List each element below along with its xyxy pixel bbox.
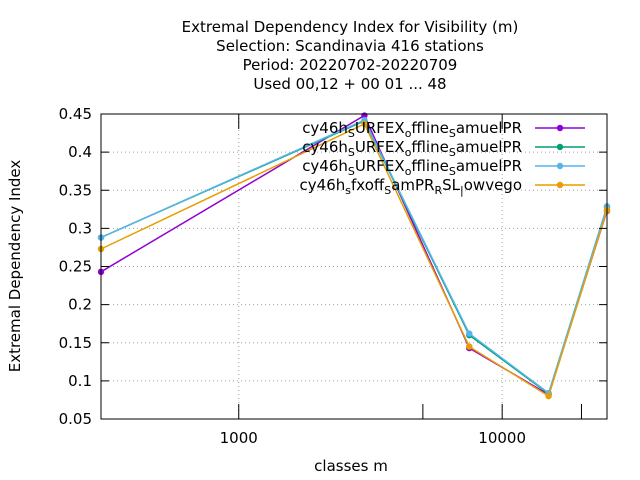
legend-label-part: S <box>449 146 456 159</box>
y-tick-label: 0.05 <box>59 410 92 428</box>
legend-label-part: o <box>405 146 412 159</box>
legend-label-part: S <box>384 184 391 197</box>
y-tick-labels: 0.05 0.1 0.15 0.2 0.25 0.3 0.35 0.4 0.45 <box>59 105 92 428</box>
legend-marker-4 <box>556 181 564 189</box>
series-layer <box>97 112 611 400</box>
legend-label-part: URFEX <box>355 119 405 137</box>
title-line-3: Period: 20220702-20220709 <box>243 56 458 74</box>
legend-label-2: cy46hSURFEXofflineSamuelPR <box>302 138 522 159</box>
y-tick-label: 0.25 <box>59 258 92 276</box>
legend-label-part: fxoff <box>351 176 385 194</box>
legend-label-part: amuelPR <box>456 157 522 175</box>
legend-label-part: ffline <box>411 119 448 137</box>
legend-label-3: cy46hSURFEXofflineSamuelPR <box>302 157 522 178</box>
title-line-4: Used 00,12 + 00 01 ... 48 <box>253 75 446 93</box>
legend-label-part: o <box>405 165 412 178</box>
legend-label-part: cy46h <box>302 157 348 175</box>
series-3-point <box>466 330 473 337</box>
y-tick-label: 0.2 <box>68 296 92 314</box>
legend-label-part: | <box>460 184 464 197</box>
legend-label-part: amuelPR <box>456 138 522 156</box>
x-tick-labels: 1000 10000 <box>220 429 526 447</box>
legend-label-part: S <box>449 165 456 178</box>
legend-label-4: cy46hsfxoffSamPRRSL|owvego <box>300 176 522 197</box>
y-axis-label: Extremal Dependency Index <box>6 160 24 373</box>
y-tick-label: 0.1 <box>68 372 92 390</box>
legend-marker-3 <box>556 162 564 170</box>
legend-label-part: ffline <box>411 157 448 175</box>
legend-marker-2 <box>556 143 564 151</box>
legend-label-part: s <box>345 184 351 197</box>
legend-label-part: S <box>348 165 355 178</box>
y-tick-label: 0.15 <box>59 334 92 352</box>
chart-title: Extremal Dependency Index for Visibility… <box>182 18 519 93</box>
title-line-1: Extremal Dependency Index for Visibility… <box>182 18 519 36</box>
y-tick-label: 0.45 <box>59 105 92 123</box>
legend-label-part: owvego <box>464 176 522 194</box>
legend-label-part: ffline <box>411 138 448 156</box>
legend-label-part: amuelPR <box>456 119 522 137</box>
legend-marker-1 <box>556 124 564 132</box>
legend-label-part: cy46h <box>300 176 346 194</box>
series-4-point <box>545 392 552 400</box>
x-tick-label: 10000 <box>478 429 526 447</box>
y-tick-label: 0.4 <box>68 143 92 161</box>
legend-label-1: cy46hSURFEXofflineSamuelPR <box>302 119 522 140</box>
legend-label-part: cy46h <box>302 119 348 137</box>
legend-label-part: cy46h <box>302 138 348 156</box>
series-4-point <box>361 120 368 128</box>
legend-label-part: R <box>434 184 442 197</box>
legend-label-part: S <box>348 127 355 140</box>
y-tick-label: 0.3 <box>68 219 92 237</box>
axis-ticks <box>101 113 607 420</box>
series-4-point <box>466 343 473 350</box>
y-tick-label: 0.35 <box>59 181 92 199</box>
legend-label-part: o <box>405 127 412 140</box>
legend-label-part: URFEX <box>355 138 405 156</box>
title-line-2: Selection: Scandinavia 416 stations <box>216 37 484 55</box>
legend-label-part: amPR <box>391 176 434 194</box>
legend-label-part: S <box>449 127 456 140</box>
legend: cy46hSURFEXofflineSamuelPRcy46hSURFEXoff… <box>300 119 585 197</box>
x-axis-label: classes m <box>314 457 388 475</box>
grid-lines <box>101 114 607 419</box>
legend-label-part: URFEX <box>355 157 405 175</box>
legend-label-part: SL <box>442 176 461 194</box>
x-tick-label: 1000 <box>220 429 258 447</box>
legend-label-part: S <box>348 146 355 159</box>
